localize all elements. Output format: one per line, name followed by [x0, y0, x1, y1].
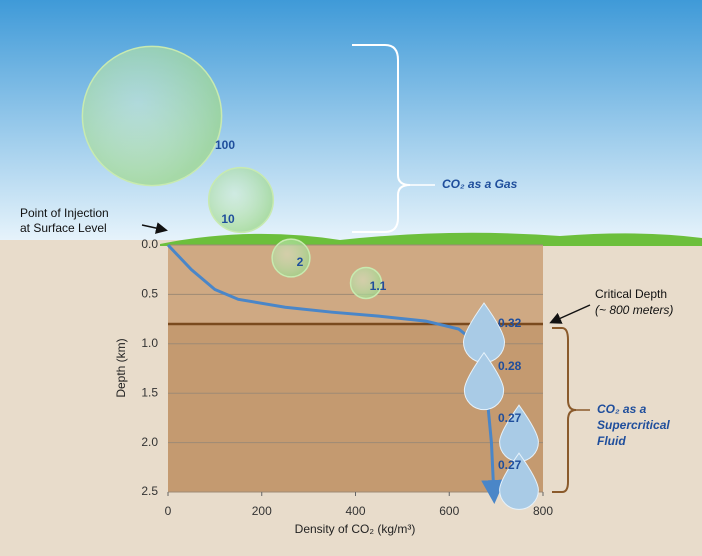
bubble-label: 1.1	[370, 279, 387, 293]
annotation: Supercritical	[597, 418, 670, 432]
y-tick-label: 1.0	[141, 336, 158, 350]
droplet	[499, 452, 539, 510]
y-tick-label: 1.5	[141, 385, 158, 399]
pointer	[141, 222, 168, 234]
annotation: (~ 800 meters)	[595, 303, 673, 317]
x-tick-label: 400	[345, 504, 365, 518]
gas-bubble	[271, 238, 311, 278]
y-tick-label: 2.5	[141, 484, 158, 498]
annotation: CO₂ as a Gas	[442, 177, 518, 191]
gas-bubble	[349, 266, 383, 300]
y-tick-label: 0.5	[141, 287, 158, 301]
annotation: CO₂ as a	[597, 402, 647, 416]
pointer	[549, 304, 591, 324]
x-tick-label: 600	[439, 504, 459, 518]
annotation: Critical Depth	[595, 287, 667, 301]
y-tick-label: 2.0	[141, 435, 158, 449]
bubble-label: 2	[297, 255, 304, 269]
annotation: Point of Injection	[20, 206, 109, 220]
droplet-label: 0.27	[498, 411, 522, 425]
bubble-label: 10	[221, 212, 235, 226]
droplet-label: 0.32	[498, 316, 522, 330]
droplet	[463, 351, 505, 411]
y-tick-label: 0.0	[141, 237, 158, 251]
gas-bubble	[207, 166, 275, 234]
gas-bubble	[81, 45, 223, 187]
droplet-label: 0.28	[498, 359, 522, 373]
droplet-label: 0.27	[498, 458, 522, 472]
annotation: Fluid	[597, 434, 626, 448]
y-axis-label: Depth (km)	[114, 338, 128, 397]
x-axis-label: Density of CO₂ (kg/m³)	[295, 522, 416, 536]
x-tick-label: 800	[533, 504, 553, 518]
grass	[160, 232, 702, 246]
bubble-label: 100	[215, 138, 235, 152]
annotation: at Surface Level	[20, 221, 107, 235]
x-tick-label: 200	[252, 504, 272, 518]
x-tick-label: 0	[165, 504, 172, 518]
